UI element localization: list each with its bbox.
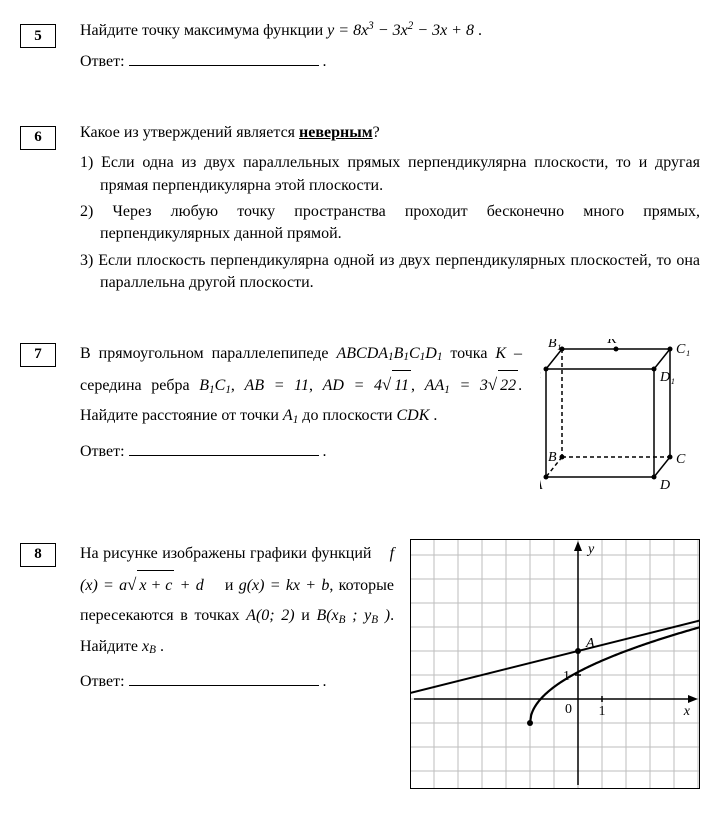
item-text: Если одна из двух параллельных прямых пе… (100, 154, 700, 193)
problem-content: Найдите точку максимума функции y = 8x3 … (80, 20, 700, 82)
svg-text:0: 0 (565, 702, 572, 717)
text: ? (373, 124, 380, 141)
math: AA1 = 3√22 (425, 377, 518, 394)
math: B1C1 (199, 377, 231, 394)
svg-text:B: B (548, 450, 557, 465)
text: функций (311, 545, 371, 562)
math: A1 (283, 407, 298, 424)
svg-text:A: A (585, 636, 595, 651)
text: . (429, 407, 437, 424)
problem-number-box: 8 (20, 543, 56, 567)
problem-6: 6 Какое из утверждений является неверным… (20, 122, 700, 299)
svg-text:C₁: C₁ (676, 342, 690, 357)
text: Какое из утверждений является (80, 124, 299, 141)
math: ABCDA1B1C1D1 (336, 345, 442, 362)
parallelepiped-diagram: B₁ C₁ A₁ D₁ A DC B K (540, 339, 700, 499)
math: B(xB ; yB ) (316, 607, 390, 624)
math: CDK (397, 407, 430, 424)
problem-number: 5 (34, 28, 42, 45)
problem-prompt: Какое из утверждений является неверным? (80, 122, 700, 144)
svg-text:D₁: D₁ (659, 370, 675, 385)
problem-number-box: 6 (20, 126, 56, 150)
problem-number-box: 7 (20, 343, 56, 367)
list-item: 1) Если одна из двух параллельных прямых… (80, 152, 700, 197)
list-item: 3) Если плоскость перпендикулярна одной … (80, 250, 700, 295)
text: . (478, 22, 482, 39)
math: xB (142, 638, 156, 655)
math: AD = 4√11 (323, 377, 411, 394)
text: На рисунке изображены графики (80, 545, 307, 562)
answer-label: Ответ: (80, 443, 125, 460)
svg-text:A: A (540, 478, 543, 493)
svg-text:C: C (676, 452, 686, 467)
answer-row: Ответ: . (80, 440, 522, 463)
svg-text:K: K (606, 339, 617, 347)
problem-text: В прямоугольном параллелепипеде ABCDA1B1… (80, 339, 522, 472)
problem-8: 8 На рисунке изображены графики функций … (20, 539, 700, 789)
keyword: неверным (299, 124, 373, 141)
answer-blank[interactable] (129, 670, 319, 686)
problem-number: 6 (34, 129, 42, 146)
answer-blank[interactable] (129, 50, 319, 66)
list-item: 2) Через любую точку пространства проход… (80, 201, 700, 246)
math: A(0; 2) (246, 607, 294, 624)
answer-label: Ответ: (80, 53, 125, 70)
answer-row: Ответ: . (80, 50, 700, 73)
text: , (309, 377, 323, 394)
problem-prompt: Найдите точку максимума функции y = 8x3 … (80, 20, 700, 42)
problem-5: 5 Найдите точку максимума функции y = 8x… (20, 20, 700, 82)
svg-text:D: D (659, 478, 670, 493)
radicand: 22 (498, 370, 518, 401)
math: K (495, 345, 506, 362)
function-graph: A 0 1 1 x y (410, 539, 700, 789)
problem-text: На рисунке изображены графики функций f … (80, 539, 394, 702)
math-g: g(x) = kx + b (239, 577, 330, 594)
item-text: Через любую точку пространства проходит … (100, 203, 700, 242)
text: , (231, 377, 245, 394)
math-expression: y = 8x3 − 3x2 − 3x + 8 (327, 22, 478, 39)
text: Найдите точку максимума функции (80, 22, 327, 39)
svg-text:B₁: B₁ (548, 339, 561, 351)
answer-label: Ответ: (80, 673, 125, 690)
problem-number-box: 5 (20, 24, 56, 48)
svg-text:y: y (586, 542, 595, 557)
text: точках (194, 607, 246, 624)
text: В прямоугольном параллелепипеде (80, 345, 336, 362)
problem-content: На рисунке изображены графики функций f … (80, 539, 700, 789)
problem-content: В прямоугольном параллелепипеде ABCDA1B1… (80, 339, 700, 499)
answer-blank[interactable] (129, 440, 319, 456)
problem-number: 7 (34, 346, 42, 363)
svg-text:x: x (683, 704, 691, 719)
item-text: Если плоскость перпендикулярна одной из … (98, 252, 700, 291)
problem-number: 8 (34, 546, 42, 563)
text: плоскости (322, 407, 396, 424)
svg-text:1: 1 (563, 669, 570, 684)
text: и (295, 607, 317, 624)
problem-content: Какое из утверждений является неверным? … (80, 122, 700, 299)
paragraph: На рисунке изображены графики функций f … (80, 539, 394, 663)
svg-text:A₁: A₁ (540, 364, 541, 379)
text: , (411, 377, 415, 394)
text: до (298, 407, 318, 424)
text: и (225, 577, 234, 594)
paragraph: В прямоугольном параллелепипеде ABCDA1B1… (80, 339, 522, 432)
radicand: 11 (392, 370, 411, 401)
problem-7: 7 В прямоугольном параллелепипеде ABCDA1… (20, 339, 700, 499)
svg-text:1: 1 (599, 704, 606, 719)
text: точка (450, 345, 495, 362)
math: AB = 11 (245, 377, 309, 394)
answer-row: Ответ: . (80, 670, 394, 693)
